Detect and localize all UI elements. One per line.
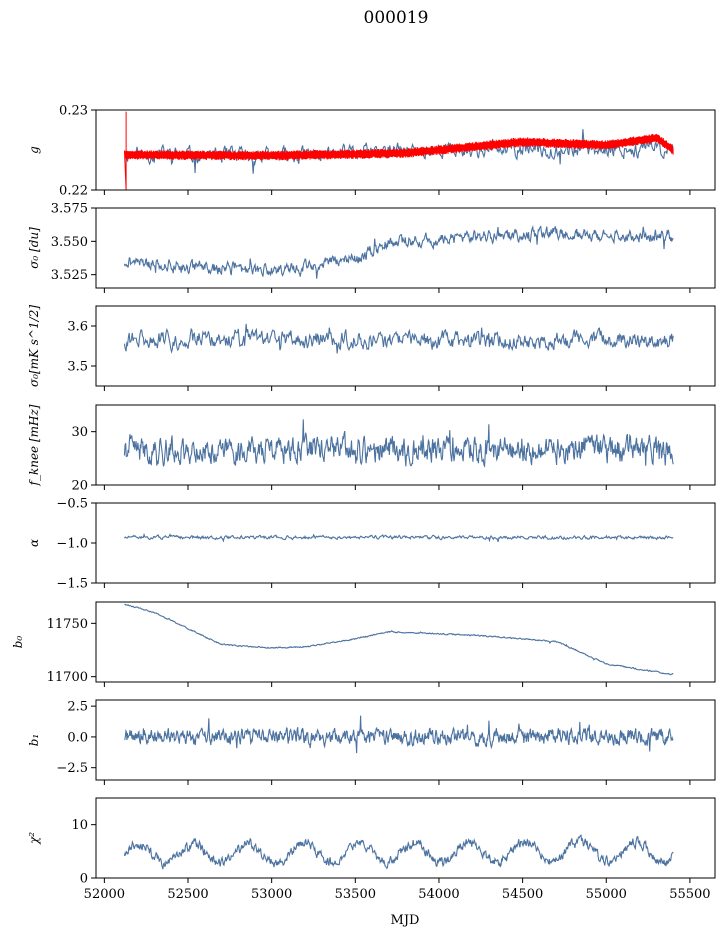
panel-2-ytick-label-2: 3.550 xyxy=(51,235,88,250)
panel-5-ytick-label-2: −1.0 xyxy=(56,537,88,552)
panel-2: 3.525 3.550 3.575 σ₀ [du] xyxy=(27,202,716,293)
panel-8-ytick-label-1: 0 xyxy=(80,872,88,887)
panel-7: −2.5 0.0 2.5 b₁ xyxy=(27,699,716,785)
panel-7-ylabel: b₁ xyxy=(27,734,41,747)
panel-2-series-1 xyxy=(123,225,674,279)
panel-3-ytick-label-2: 3.6 xyxy=(67,320,88,335)
panel-2-ytick-label-1: 3.525 xyxy=(51,268,88,283)
panel-3: 3.5 3.6 σ₀[mK s^1/2] xyxy=(27,305,716,391)
panel-7-series-1 xyxy=(124,715,674,754)
panel-5-frame xyxy=(95,502,716,584)
panel-6-ytick-label-2: 11750 xyxy=(47,617,88,632)
panel-5: −1.5 −1.0 −0.5 α xyxy=(27,497,716,592)
panel-4-ytick-label-2: 30 xyxy=(71,425,88,440)
panel-7-ytick-label-3: 2.5 xyxy=(67,700,88,715)
panel-5-ytick-label-3: −0.5 xyxy=(56,497,88,512)
xtick-label-2: 52500 xyxy=(167,887,208,902)
panel-8: 0 10 52000 52500 53000 53500 54000 54500 55000 55… xyxy=(27,797,716,902)
panel-2-ytick-label-3: 3.575 xyxy=(51,202,88,217)
panel-1-ytick-label-1: 0.22 xyxy=(59,184,88,199)
panel-2-frame xyxy=(95,207,716,289)
panel-5-ylabel: α xyxy=(27,539,41,547)
panel-4-frame xyxy=(95,404,716,486)
xtick-label-6: 54500 xyxy=(502,887,543,902)
panel-6-ytick-label-1: 11700 xyxy=(47,670,88,685)
xtick-label-3: 53000 xyxy=(251,887,292,902)
panel-6: 11700 11750 b₀ xyxy=(11,601,716,687)
panel-3-series-1 xyxy=(123,323,674,354)
panel-6-ylabel: b₀ xyxy=(11,636,25,649)
panel-8-ylabel: χ² xyxy=(27,832,41,845)
panel-7-ytick-label-1: −2.5 xyxy=(56,761,88,776)
panel-4-series-1 xyxy=(123,419,674,468)
panel-8-frame xyxy=(95,797,716,879)
xtick-label-4: 53500 xyxy=(335,887,376,902)
panel-5-ytick-label-1: −1.5 xyxy=(56,577,88,592)
panel-3-ytick-label-1: 3.5 xyxy=(67,360,88,375)
xtick-label-5: 54000 xyxy=(418,887,459,902)
panel-5-series-1 xyxy=(124,532,674,543)
xtick-label-8: 55500 xyxy=(669,887,710,902)
panels: 0.22 0.23 g 3.525 3.550 3.575 σ₀ [du] 3.5 3.6 σ₀[… xyxy=(11,104,716,902)
panel-1-frame xyxy=(95,109,716,191)
panel-1-series-2 xyxy=(123,111,674,191)
panel-7-ytick-label-2: 0.0 xyxy=(67,730,88,745)
panel-1-ylabel: g xyxy=(27,146,41,154)
panel-4-ylabel: f_knee [mHz] xyxy=(27,404,41,486)
x-axis-label: MJD xyxy=(391,913,420,928)
xtick-label-1: 52000 xyxy=(84,887,125,902)
panel-3-frame xyxy=(95,305,716,387)
panel-6-series-1 xyxy=(124,603,674,676)
panel-8-series-1 xyxy=(123,834,674,870)
xtick-label-7: 55000 xyxy=(586,887,627,902)
panel-6-frame xyxy=(95,601,716,683)
panel-2-ylabel: σ₀ [du] xyxy=(27,227,41,269)
panel-3-ylabel: σ₀[mK s^1/2] xyxy=(27,305,41,387)
panel-1: 0.22 0.23 g xyxy=(27,104,716,199)
panel-4-ytick-label-1: 20 xyxy=(71,479,88,494)
panel-4: 20 30 f_knee [mHz] xyxy=(27,404,716,494)
chart-title: 000019 xyxy=(364,8,429,28)
panel-1-ytick-label-2: 0.23 xyxy=(59,104,88,119)
panel-7-frame xyxy=(95,699,716,781)
panel-8-ytick-label-2: 10 xyxy=(71,818,88,833)
